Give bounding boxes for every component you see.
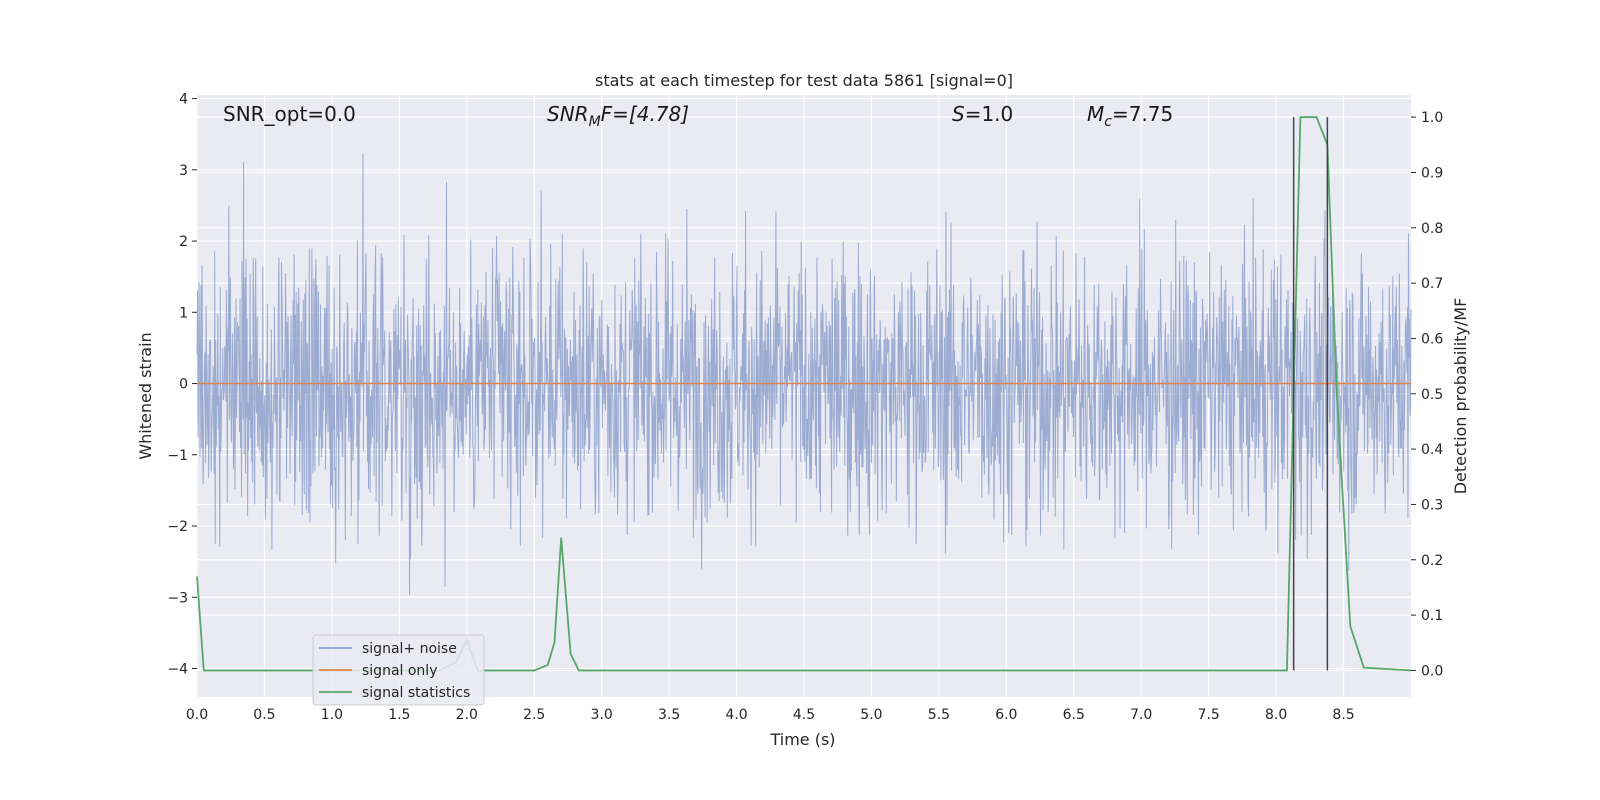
legend-entry: signal statistics [362, 685, 470, 701]
x-tick-label: 5.5 [928, 707, 950, 723]
snr-mf-value: F=[4.78] [601, 102, 689, 126]
y2-tick-label: 0.5 [1421, 387, 1443, 403]
chart-title: stats at each timestep for test data 586… [595, 71, 1013, 90]
y-tick-label: 0 [179, 377, 188, 393]
x-tick-label: 2.0 [456, 707, 478, 723]
s-symbol: S [952, 102, 965, 126]
legend-entry: signal only [362, 663, 437, 679]
x-tick-label: 1.5 [388, 707, 410, 723]
legend: signal+ noise signal only signal statistic… [312, 634, 485, 706]
vertical-markers [1292, 117, 1329, 671]
y-tick-label: −3 [167, 590, 188, 606]
mc-symbol: M [1087, 102, 1104, 126]
x-tick-label: 1.0 [321, 707, 343, 723]
y2-tick-label: 0.8 [1421, 221, 1443, 237]
x-axis-label: Time (s) [769, 730, 835, 749]
y-tick-label: 3 [179, 163, 188, 179]
annotation-snr-opt: SNR_opt=0.0 [223, 102, 356, 126]
y2-tick-label: 1.0 [1421, 110, 1443, 126]
y2-tick-label: 0.7 [1421, 276, 1443, 292]
y2-tick-label: 0.0 [1421, 663, 1443, 679]
y-tick-label: −4 [167, 662, 188, 678]
x-tick-label: 4.5 [793, 707, 815, 723]
x-tick-label: 3.0 [591, 707, 613, 723]
y-axis-label: Whitened strain [136, 332, 155, 459]
y-axis-ticks: 4 3 2 1 0 −1 −2 −3 −4 [167, 92, 197, 678]
y2-tick-label: 0.4 [1421, 442, 1443, 458]
legend-box [312, 634, 485, 706]
x-tick-label: 7.5 [1198, 707, 1220, 723]
noise-series [196, 153, 1412, 595]
annotation-s: S=1.0 [952, 102, 1013, 126]
snr-mf-symbol: SNR [547, 102, 589, 126]
y-tick-label: 4 [179, 92, 188, 108]
x-tick-label: 0.5 [253, 707, 275, 723]
x-tick-label: 5.0 [860, 707, 882, 723]
s-value: =1.0 [965, 102, 1014, 126]
x-tick-label: 7.0 [1130, 707, 1152, 723]
y-tick-label: −2 [167, 519, 188, 535]
y2-axis-label: Detection probability/MF [1451, 298, 1470, 495]
x-axis-ticks: 0.0 0.5 1.0 1.5 2.0 2.5 3.0 3.5 4.0 4.5 5.0 5.5 6.0 6… [186, 707, 1355, 723]
snr-mf-subscript: M [589, 114, 601, 130]
x-tick-label: 3.5 [658, 707, 680, 723]
y2-axis-ticks: 1.0 0.9 0.8 0.7 0.6 0.5 0.4 0.3 0.2 0.1 0.0 [1411, 110, 1443, 679]
x-tick-label: 8.5 [1332, 707, 1354, 723]
y-tick-label: 1 [179, 305, 188, 321]
mc-subscript: c [1104, 114, 1112, 130]
legend-entry: signal+ noise [362, 641, 457, 657]
annotation-snr-mf: SNRMF=[4.78] [547, 102, 689, 130]
series-signal-noise [196, 153, 1412, 595]
y2-tick-label: 0.3 [1421, 497, 1443, 513]
x-tick-label: 6.5 [1063, 707, 1085, 723]
y-tick-label: −1 [167, 448, 188, 464]
annotation-mc: Mc=7.75 [1087, 102, 1173, 130]
y2-tick-label: 0.1 [1421, 608, 1443, 624]
y2-tick-label: 0.9 [1421, 165, 1443, 181]
y-tick-label: 2 [179, 234, 188, 250]
x-tick-label: 6.0 [995, 707, 1017, 723]
x-tick-label: 8.0 [1265, 707, 1287, 723]
mc-value: =7.75 [1112, 102, 1173, 126]
x-tick-label: 0.0 [186, 707, 208, 723]
x-tick-label: 4.0 [725, 707, 747, 723]
y2-tick-label: 0.6 [1421, 331, 1443, 347]
y2-tick-label: 0.2 [1421, 553, 1443, 569]
x-tick-label: 2.5 [523, 707, 545, 723]
